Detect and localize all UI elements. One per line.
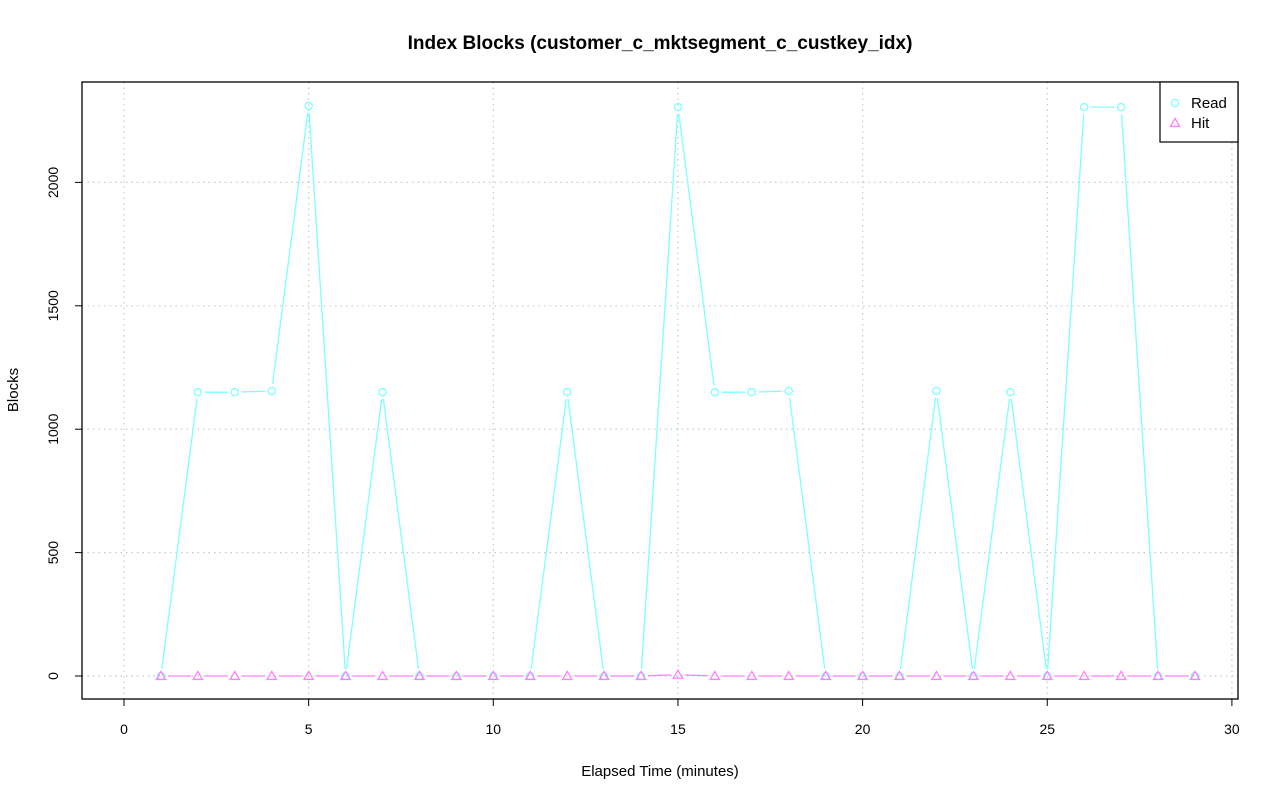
hit-point bbox=[930, 670, 943, 681]
read-point bbox=[1116, 102, 1126, 112]
hit-point bbox=[229, 670, 241, 681]
read-line-segment bbox=[241, 390, 265, 393]
hit-point bbox=[413, 670, 426, 681]
hit-point bbox=[302, 670, 315, 681]
hit-point bbox=[524, 670, 536, 681]
hit-point bbox=[635, 670, 647, 681]
y-tick-label: 0 bbox=[45, 672, 61, 680]
x-axis-label: Elapsed Time (minutes) bbox=[581, 763, 739, 780]
read-line-segment bbox=[161, 399, 198, 670]
hit-point bbox=[893, 670, 906, 681]
series-read bbox=[156, 101, 1200, 681]
read-point bbox=[267, 386, 276, 396]
hit-point bbox=[450, 670, 463, 681]
read-point bbox=[1079, 102, 1089, 112]
hit-point bbox=[819, 670, 832, 681]
hit-point bbox=[1115, 670, 1127, 681]
x-tick-label: 15 bbox=[670, 721, 686, 737]
read-point bbox=[747, 387, 757, 397]
read-line-segment bbox=[345, 399, 383, 670]
hit-point bbox=[746, 670, 758, 681]
x-tick-label: 5 bbox=[305, 721, 313, 737]
x-tick-label: 0 bbox=[120, 721, 128, 737]
read-point bbox=[193, 387, 203, 397]
hit-point bbox=[1041, 670, 1053, 681]
hit-line-segment bbox=[684, 674, 708, 677]
read-point bbox=[710, 387, 720, 397]
read-line-segment bbox=[678, 113, 715, 386]
read-point bbox=[932, 386, 941, 396]
read-line-segment bbox=[640, 114, 679, 670]
hit-point bbox=[709, 670, 721, 681]
read-point bbox=[378, 387, 387, 397]
read-line-segment bbox=[899, 397, 937, 670]
read-point bbox=[562, 387, 572, 397]
read-point bbox=[304, 101, 313, 111]
read-line-segment bbox=[530, 399, 567, 670]
hit-point bbox=[561, 670, 573, 681]
hit-point bbox=[339, 670, 352, 681]
hit-point bbox=[598, 670, 610, 681]
legend-hit-marker bbox=[1169, 117, 1181, 128]
read-point bbox=[230, 387, 240, 397]
read-point bbox=[784, 386, 793, 396]
read-line-segment bbox=[788, 397, 826, 670]
chart-title: Index Blocks (customer_c_mktsegment_c_cu… bbox=[408, 33, 913, 54]
read-line-segment bbox=[308, 112, 346, 670]
y-tick-label: 2000 bbox=[45, 167, 61, 198]
read-line-segment bbox=[382, 399, 420, 670]
hit-point bbox=[1189, 670, 1201, 681]
hit-point bbox=[487, 670, 500, 681]
x-tick-label: 25 bbox=[1039, 721, 1055, 737]
read-line-segment bbox=[758, 390, 782, 393]
hit-point bbox=[967, 670, 980, 681]
y-tick-label: 1000 bbox=[45, 413, 61, 444]
hit-line-segment bbox=[647, 674, 671, 677]
hit-point bbox=[1078, 670, 1090, 681]
x-tick-label: 10 bbox=[486, 721, 502, 737]
y-axis-label: Blocks bbox=[5, 368, 22, 412]
hit-point bbox=[265, 670, 278, 681]
read-point bbox=[673, 102, 683, 112]
series bbox=[155, 101, 1201, 681]
hit-point bbox=[376, 670, 389, 681]
legend-read-marker bbox=[1170, 98, 1180, 108]
legend: Read Hit bbox=[1159, 81, 1239, 143]
x-tick-label: 30 bbox=[1224, 721, 1240, 737]
hit-point bbox=[155, 670, 167, 681]
read-line-segment bbox=[1047, 114, 1085, 670]
read-line-segment bbox=[973, 399, 1011, 670]
read-line-segment bbox=[1120, 114, 1159, 670]
read-line-segment bbox=[1010, 399, 1047, 670]
hit-point bbox=[1152, 670, 1164, 681]
legend-box bbox=[1159, 81, 1239, 143]
hit-point bbox=[856, 670, 869, 681]
read-line-segment bbox=[567, 399, 604, 670]
y-tick-label: 500 bbox=[45, 541, 61, 565]
legend-read-label: Read bbox=[1191, 95, 1227, 112]
read-line-segment bbox=[936, 397, 974, 670]
y-tick-label: 1500 bbox=[45, 290, 61, 321]
read-point bbox=[1006, 387, 1015, 397]
plot-frame bbox=[81, 81, 1239, 700]
hit-point bbox=[672, 668, 684, 679]
legend-hit-label: Hit bbox=[1191, 115, 1210, 132]
hit-point bbox=[783, 670, 795, 681]
x-tick-label: 20 bbox=[855, 721, 871, 737]
hit-point bbox=[192, 670, 204, 681]
read-line-segment bbox=[271, 112, 309, 385]
series-hit bbox=[155, 668, 1201, 681]
hit-point bbox=[1004, 670, 1017, 681]
